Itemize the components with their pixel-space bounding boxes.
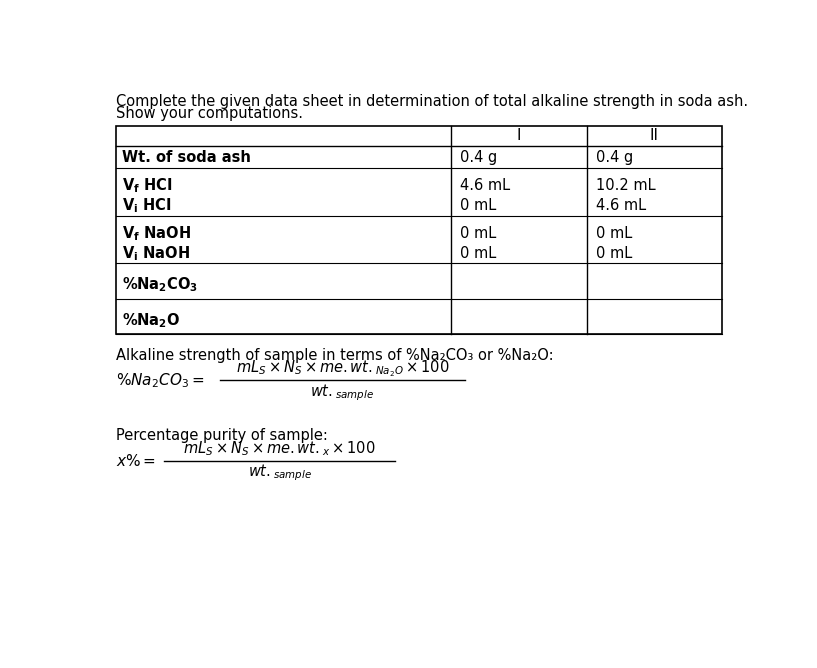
Text: $\mathbf{V_i}$ HCI: $\mathbf{V_i}$ HCI (123, 196, 172, 215)
Text: 0 mL: 0 mL (460, 226, 497, 241)
Text: $\mathbf{V_f}$ NaOH: $\mathbf{V_f}$ NaOH (123, 224, 191, 242)
Text: $x\% =$: $x\% =$ (116, 452, 156, 468)
Text: $wt._{sample}$: $wt._{sample}$ (248, 462, 311, 483)
Text: Wt. of soda ash: Wt. of soda ash (123, 150, 251, 164)
Text: Complete the given data sheet in determination of total alkaline strength in sod: Complete the given data sheet in determi… (116, 94, 748, 109)
Text: 4.6 mL: 4.6 mL (460, 178, 511, 193)
Text: $\mathbf{V_f}$ HCI: $\mathbf{V_f}$ HCI (123, 176, 173, 195)
Text: 0 mL: 0 mL (596, 226, 632, 241)
Text: $mL_S \times N_S \times me.wt._{Na_2O}\times 100$: $mL_S \times N_S \times me.wt._{Na_2O}\t… (235, 359, 449, 379)
Text: Show your computations.: Show your computations. (116, 106, 303, 122)
Text: I: I (516, 128, 521, 143)
Text: 0 mL: 0 mL (460, 246, 497, 261)
Text: $\mathbf{\%Na_2CO_3}$: $\mathbf{\%Na_2CO_3}$ (123, 276, 199, 295)
Text: $mL_S \times N_S \times me.wt._{x}\times 100$: $mL_S \times N_S \times me.wt._{x}\times… (183, 440, 376, 458)
Text: $\mathbf{V_i}$ NaOH: $\mathbf{V_i}$ NaOH (123, 244, 190, 263)
Text: 0.4 g: 0.4 g (596, 150, 633, 164)
Text: $\%Na_2CO_3 =$: $\%Na_2CO_3 =$ (116, 371, 204, 390)
Text: 10.2 mL: 10.2 mL (596, 178, 655, 193)
Bar (116, 126, 722, 334)
Text: $\mathbf{\%Na_2O}$: $\mathbf{\%Na_2O}$ (123, 311, 181, 330)
Text: 4.6 mL: 4.6 mL (596, 198, 646, 213)
Text: $wt._{sample}$: $wt._{sample}$ (310, 383, 374, 403)
Text: II: II (650, 128, 659, 143)
Text: Alkaline strength of sample in terms of %Na₂CO₃ or %Na₂O:: Alkaline strength of sample in terms of … (116, 348, 554, 363)
Text: 0.4 g: 0.4 g (460, 150, 498, 164)
Text: 0 mL: 0 mL (596, 246, 632, 261)
Text: Percentage purity of sample:: Percentage purity of sample: (116, 428, 328, 443)
Text: 0 mL: 0 mL (460, 198, 497, 213)
